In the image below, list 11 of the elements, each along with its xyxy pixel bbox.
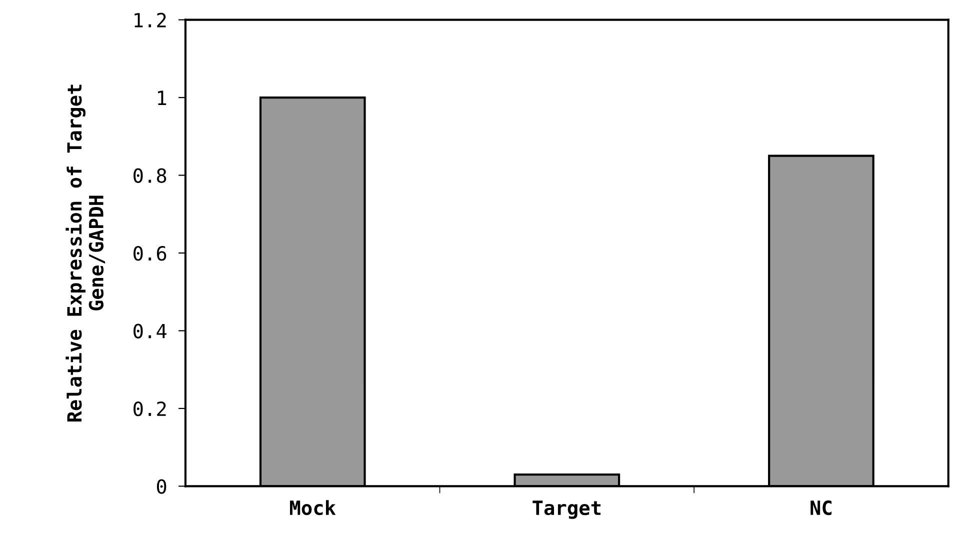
y-tick-label: 0 [156, 479, 166, 494]
y-tick-label: 1 [158, 90, 166, 105]
y-axis-title: Relative Expression of Target Gene/GAPDH [66, 84, 106, 422]
y-tick-label: 0.4 [134, 324, 166, 338]
x-tick-label: NC [810, 500, 832, 516]
y-tick-label: 1.2 [134, 12, 166, 28]
y-tick-label: 0.8 [134, 168, 166, 183]
x-tick-label: Mock [290, 500, 336, 516]
y-tick-label: 0.6 [134, 246, 166, 261]
y-tick-label: 0.2 [134, 401, 166, 416]
x-tick-label: Target [532, 500, 601, 519]
